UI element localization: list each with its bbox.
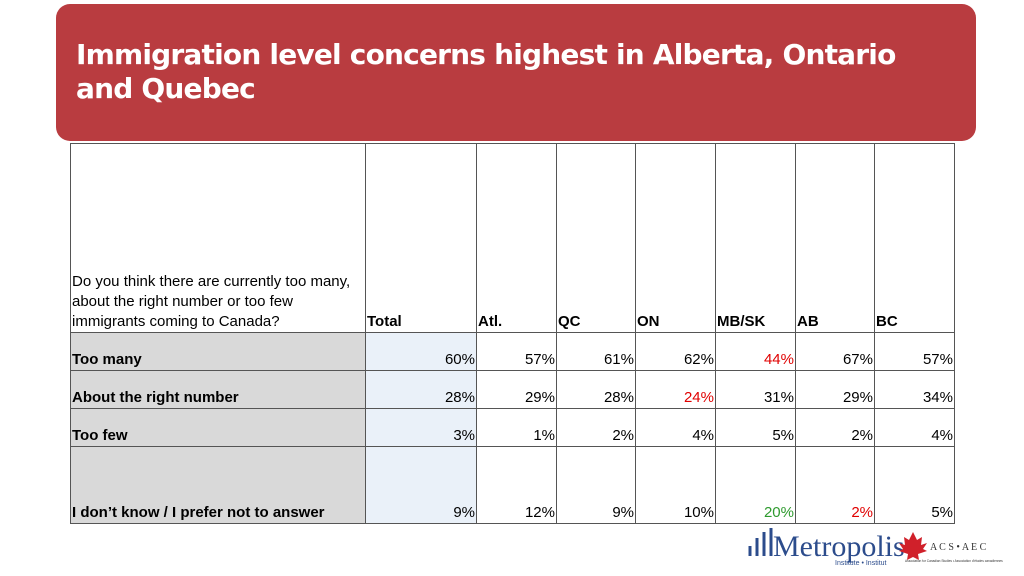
column-header: ON	[635, 143, 716, 333]
value-cell: 24%	[635, 370, 716, 409]
value-cell: 2%	[556, 408, 636, 447]
value-cell: 44%	[715, 332, 796, 371]
row-label: I don’t know / I prefer not to answer	[70, 446, 366, 524]
partner-name: A C S • A E C	[930, 542, 987, 553]
data-row: I don’t know / I prefer not to answer 9% 1…	[70, 446, 955, 524]
data-row: Too many 60% 57% 61% 62% 44% 67% 57%	[70, 332, 955, 371]
value-cell: 28%	[365, 370, 477, 409]
partner-sub: Association for Canadian Studies • Assoc…	[905, 559, 1003, 563]
question-cell: Do you think there are currently too man…	[70, 143, 366, 333]
value-cell: 1%	[476, 408, 557, 447]
value-cell: 61%	[556, 332, 636, 371]
value-cell: 29%	[476, 370, 557, 409]
row-label: Too few	[70, 408, 366, 447]
value-cell: 62%	[635, 332, 716, 371]
value-cell: 2%	[795, 408, 875, 447]
value-cell: 4%	[635, 408, 716, 447]
value-cell: 31%	[715, 370, 796, 409]
value-cell: 5%	[874, 446, 955, 524]
value-cell: 60%	[365, 332, 477, 371]
value-cell: 2%	[795, 446, 875, 524]
header-row: Do you think there are currently too man…	[70, 143, 955, 333]
value-cell: 9%	[365, 446, 477, 524]
row-label: Too many	[70, 332, 366, 371]
column-header: Atl.	[476, 143, 557, 333]
logos: Metropolis Institute • Institut A C S • …	[748, 528, 1003, 567]
value-cell: 20%	[715, 446, 796, 524]
value-cell: 57%	[874, 332, 955, 371]
value-cell: 5%	[715, 408, 796, 447]
title-banner: Immigration level concerns highest in Al…	[56, 4, 976, 141]
value-cell: 4%	[874, 408, 955, 447]
results-table: Do you think there are currently too man…	[70, 143, 955, 524]
data-row: About the right number 28% 29% 28% 24% 31% 29%…	[70, 370, 955, 409]
value-cell: 28%	[556, 370, 636, 409]
value-cell: 3%	[365, 408, 477, 447]
column-header: Total	[365, 143, 477, 333]
value-cell: 10%	[635, 446, 716, 524]
value-cell: 29%	[795, 370, 875, 409]
logo-name: Metropolis	[773, 530, 905, 563]
column-header: MB/SK	[715, 143, 796, 333]
column-header: AB	[795, 143, 875, 333]
row-label: About the right number	[70, 370, 366, 409]
column-header: QC	[556, 143, 636, 333]
logo-tagline: Institute • Institut	[835, 560, 887, 567]
value-cell: 57%	[476, 332, 557, 371]
value-cell: 12%	[476, 446, 557, 524]
value-cell: 9%	[556, 446, 636, 524]
column-header: BC	[874, 143, 955, 333]
value-cell: 34%	[874, 370, 955, 409]
slide-title: Immigration level concerns highest in Al…	[76, 38, 896, 105]
data-row: Too few 3% 1% 2% 4% 5% 2% 4%	[70, 408, 955, 447]
value-cell: 67%	[795, 332, 875, 371]
